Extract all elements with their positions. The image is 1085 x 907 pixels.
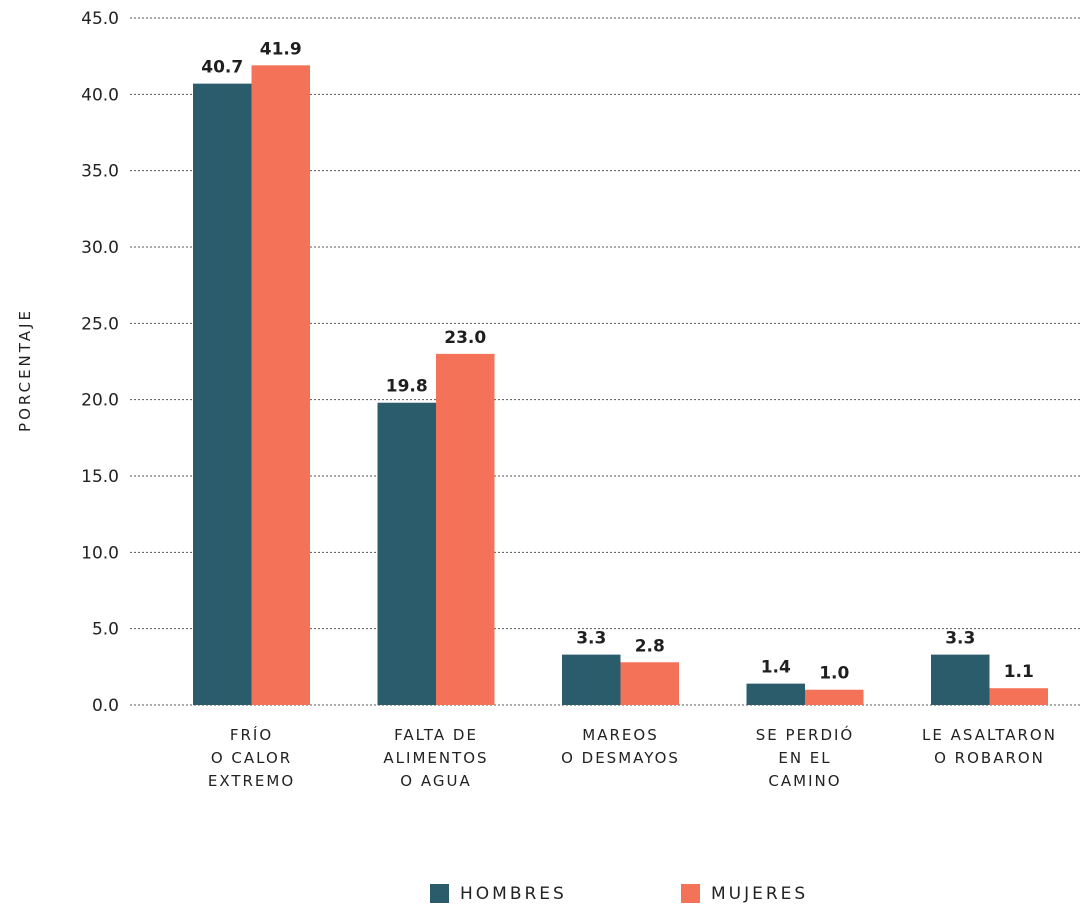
y-tick-label: 40.0 [81, 85, 119, 105]
category-label: ALIMENTOS [383, 749, 488, 767]
category-label: EN EL [778, 749, 831, 767]
value-label: 19.8 [386, 377, 428, 397]
category-label: EXTREMO [208, 772, 295, 790]
value-label: 1.4 [761, 658, 791, 678]
legend: HOMBRES MUJERES [430, 884, 808, 904]
value-label: 3.3 [945, 629, 975, 649]
bars [193, 65, 1048, 706]
category-label: MAREOS [582, 726, 658, 744]
bar-hombres [377, 402, 436, 705]
category-label: LE ASALTARON [922, 726, 1057, 744]
category-label: O ROBARON [934, 749, 1045, 767]
bar-mujeres [805, 689, 864, 705]
y-tick-label: 45.0 [81, 9, 119, 29]
category-label: O CALOR [211, 749, 292, 767]
category-label: CAMINO [768, 772, 841, 790]
bar-hombres [562, 654, 621, 705]
legend-label: MUJERES [711, 884, 808, 904]
value-label: 1.1 [1004, 662, 1034, 682]
bar-hombres [931, 654, 990, 705]
category-label: SE PERDIÓ [756, 725, 855, 744]
grid-lines [130, 17, 1082, 706]
y-tick-label: 35.0 [81, 162, 119, 182]
y-tick-label: 5.0 [92, 620, 119, 640]
bar-mujeres [620, 662, 679, 705]
y-tick-label: 0.0 [92, 696, 119, 716]
legend-swatch-hombres [430, 884, 449, 903]
value-labels: 40.7 41.9 19.8 23.0 3.3 2.8 1.4 1.0 3.3 1.1 [201, 39, 1034, 683]
y-tick-label: 25.0 [81, 314, 119, 334]
legend-label: HOMBRES [460, 884, 567, 904]
y-axis-label: PORCENTAJE [16, 308, 34, 432]
y-axis-ticks: 0.0 5.0 10.0 15.0 20.0 25.0 30.0 35.0 40.0 45.0 [81, 9, 119, 716]
y-tick-label: 10.0 [81, 543, 119, 563]
y-tick-label: 20.0 [81, 391, 119, 411]
value-label: 23.0 [444, 328, 486, 348]
bar-hombres [193, 83, 252, 705]
value-label: 41.9 [260, 39, 302, 59]
bar-mujeres [989, 688, 1048, 705]
category-label: FALTA DE [394, 726, 478, 744]
bar-hombres [746, 683, 805, 705]
y-tick-label: 30.0 [81, 238, 119, 258]
value-label: 1.0 [819, 664, 849, 684]
category-label: O AGUA [400, 772, 471, 790]
x-axis-categories: FRÍO O CALOR EXTREMO FALTA DE ALIMENTOS O AGU… [208, 725, 1057, 790]
value-label: 2.8 [635, 636, 665, 656]
value-label: 3.3 [576, 629, 606, 649]
legend-swatch-mujeres [681, 884, 700, 903]
category-label: O DESMAYOS [561, 749, 680, 767]
y-tick-label: 15.0 [81, 467, 119, 487]
bar-mujeres [436, 353, 495, 705]
value-label: 40.7 [201, 58, 243, 78]
bar-mujeres [251, 65, 310, 706]
category-label: FRÍO [230, 725, 273, 744]
